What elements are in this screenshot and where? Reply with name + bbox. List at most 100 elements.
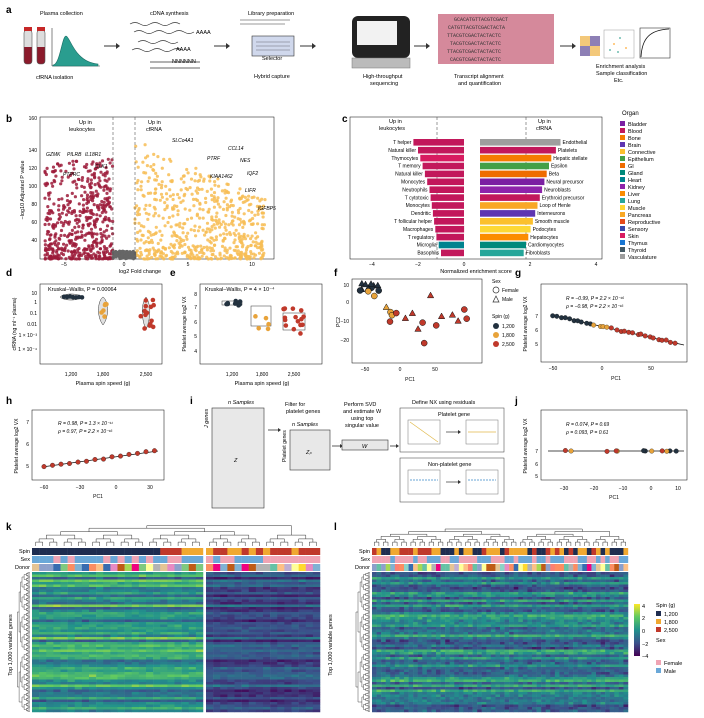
heatmap-cell: [124, 707, 133, 710]
heatmap-cell: [312, 622, 321, 625]
heatmap-cell: [385, 684, 391, 688]
heatmap-cell: [413, 582, 418, 585]
heatmap-cell: [298, 572, 307, 575]
volcano-point: [153, 191, 157, 195]
volcano-point: [194, 166, 198, 170]
column-dendrogram-link: [401, 541, 407, 546]
corr-point: [630, 330, 635, 336]
heatmap-cell: [188, 649, 197, 653]
heatmap-cell: [146, 602, 154, 605]
heatmap-cell: [372, 684, 377, 688]
heatmap-cell: [96, 707, 104, 710]
column-dendrogram-link: [492, 541, 498, 546]
organ-swatch: [620, 177, 625, 182]
heatmap-cell: [153, 577, 161, 580]
heatmap-cell: [131, 699, 140, 703]
heatmap-cell: [124, 619, 133, 623]
heatmap-cell: [227, 677, 235, 680]
heatmap-cell: [372, 639, 377, 643]
volcano-point: [95, 213, 99, 217]
heatmap-cell: [270, 604, 278, 608]
spin-annotation-cell: [504, 548, 510, 555]
heatmap-cell: [284, 657, 292, 660]
donor-annotation-cell: [394, 564, 400, 571]
heatmap-cell: [74, 614, 83, 618]
sex-annotation-cell: [32, 556, 40, 563]
heatmap-cell: [181, 679, 190, 683]
heatmap-cell: [213, 689, 221, 693]
heatmap-cell: [53, 669, 61, 673]
heatmap-cell: [131, 702, 140, 705]
heatmap-cell: [277, 612, 285, 615]
heatmap-cell: [394, 627, 400, 630]
organ-swatch: [620, 184, 625, 189]
platelet-point: [293, 314, 298, 320]
heatmap-cell: [167, 637, 175, 640]
heatmap-cell: [39, 642, 47, 645]
heatmap-cell: [39, 657, 47, 660]
volcano-point: [234, 228, 238, 232]
volcano-point: [77, 225, 81, 229]
heatmap-cell: [381, 589, 386, 593]
volcano-point: [256, 235, 260, 239]
volcano-point: [237, 223, 242, 227]
volcano-point: [85, 206, 89, 210]
volcano-point: [57, 208, 61, 212]
sex-annotation-cell: [277, 556, 285, 563]
heatmap-cell: [270, 674, 278, 678]
heatmap-cell: [138, 684, 147, 688]
heatmap-cell: [227, 642, 235, 645]
corr-point: [75, 459, 81, 465]
heatmap-cell: [372, 619, 377, 623]
heatmap-cell: [39, 654, 47, 658]
enrichment-bar: [420, 154, 464, 162]
b-gene-ptrf: PTRF: [207, 156, 221, 162]
heatmap-cell: [174, 622, 182, 625]
column-dendrogram-link: [566, 541, 572, 546]
heatmap-cell: [124, 659, 133, 663]
heatmap-cell: [160, 609, 168, 613]
volcano-point: [70, 211, 74, 216]
heatmap-cell: [284, 674, 292, 678]
a-aaaa-1: AAAA: [196, 30, 211, 36]
heatmap-cell: [53, 694, 61, 698]
heatmap-cell: [89, 674, 97, 678]
panel-label-h: h: [6, 396, 12, 407]
sex-annotation-cell: [255, 556, 264, 563]
heatmap-cell: [220, 662, 228, 665]
heatmap-cell: [39, 629, 47, 633]
heatmap-cell: [404, 594, 409, 598]
heatmap-cell: [32, 702, 40, 705]
b-gene-iqf2: IQF2: [247, 171, 258, 177]
heatmap-cell: [81, 694, 90, 698]
row-dendrogram-link: [21, 696, 25, 708]
heatmap-cell: [291, 574, 299, 578]
heatmap-cell: [124, 682, 133, 685]
volcano-point: [52, 254, 56, 258]
volcano-point: [250, 234, 254, 238]
heatmap-cell: [160, 604, 168, 608]
heatmap-cell: [195, 692, 204, 695]
heatmap-cell: [277, 597, 285, 600]
volcano-point: [198, 225, 202, 229]
heatmap-cell: [131, 694, 140, 698]
cell-type-label: Neutrophils: [402, 187, 428, 193]
heatmap-cell: [117, 669, 125, 673]
volcano-point: [46, 229, 50, 234]
heatmap-cell: [160, 672, 168, 675]
heatmap-cell: [89, 687, 97, 690]
volcano-point: [43, 256, 48, 260]
heatmap-cell: [385, 584, 391, 588]
heatmap-cell: [381, 659, 386, 663]
heatmap-cell: [404, 687, 409, 690]
donor-annotation-cell: [96, 564, 104, 571]
corr-point: [152, 448, 157, 454]
heatmap-cell: [153, 702, 161, 705]
heatmap-cell: [277, 682, 285, 685]
column-dendrogram-link: [35, 541, 43, 546]
volcano-point: [261, 227, 265, 231]
volcano-point: [76, 230, 80, 234]
spin-annotation-cell: [381, 548, 386, 555]
heatmap-cell: [248, 574, 257, 578]
a-align-2: and quantification: [458, 81, 501, 87]
